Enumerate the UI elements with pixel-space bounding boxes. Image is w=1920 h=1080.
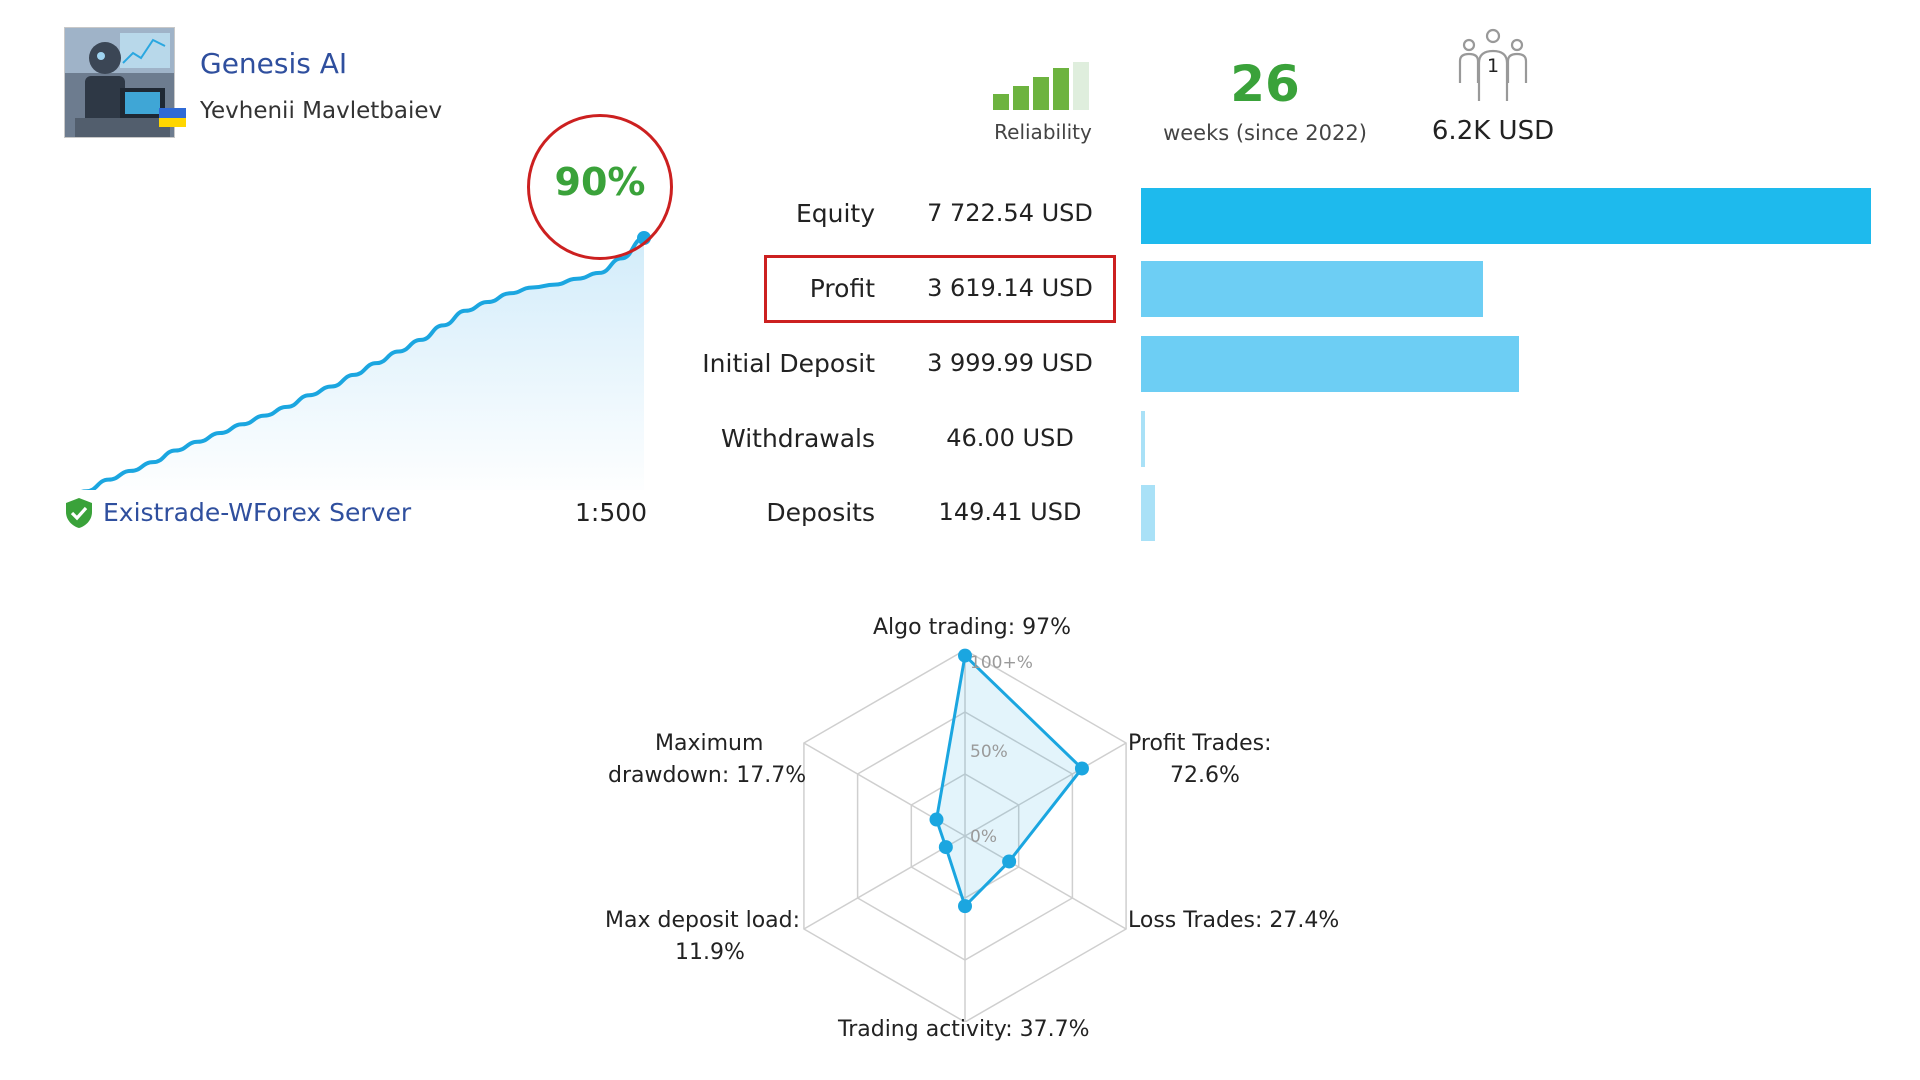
- radar-label-max-deposit-load: Max deposit load:: [605, 908, 801, 933]
- subscribers-count: 1: [1487, 55, 1499, 77]
- radar-axis-3: [964, 835, 1127, 930]
- ukraine-flag-icon: [159, 108, 186, 127]
- radar-axis-5: [803, 835, 966, 930]
- reliability-bar-4: [1053, 68, 1069, 110]
- radar-label-max-drawdown-value: drawdown: 17.7%: [608, 763, 807, 788]
- radar-area: [934, 652, 1084, 909]
- verified-shield-icon: [66, 498, 92, 528]
- radar-tick-100: 100+%: [970, 653, 1033, 673]
- radar-point-algo-trading: [958, 648, 972, 663]
- reliability-bar-1: [993, 94, 1009, 110]
- initial-deposit-bar: [1141, 336, 1520, 392]
- initial-deposit-value: 3 999.99 USD: [927, 349, 1093, 377]
- profit-value: 3 619.14 USD: [927, 274, 1093, 302]
- radar-grid: [803, 649, 1127, 1022]
- signal-name-link[interactable]: Genesis AI: [200, 47, 348, 80]
- deposits-label: Deposits: [766, 498, 875, 527]
- initial-deposit-label: Initial Deposit: [702, 349, 875, 378]
- server-name-link[interactable]: Existrade-WForex Server: [103, 498, 412, 527]
- weeks-count: 26: [1230, 55, 1300, 113]
- weeks-label: weeks (since 2022): [1163, 121, 1367, 145]
- equity-value: 7 722.54 USD: [927, 199, 1093, 227]
- radar-point-maximum-drawdown: [929, 812, 944, 827]
- signal-avatar[interactable]: [64, 27, 175, 138]
- deposits-bar: [1141, 485, 1156, 541]
- reliability-bars-icon: [993, 62, 1089, 110]
- profit-label: Profit: [809, 274, 875, 303]
- equity-label: Equity: [795, 199, 875, 228]
- deposits-value: 149.41 USD: [938, 498, 1082, 526]
- withdrawals-value: 46.00 USD: [946, 424, 1074, 452]
- radar-label-profit-trades: Profit Trades:: [1128, 731, 1272, 756]
- radar-label-algo: Algo trading: 97%: [873, 615, 1072, 640]
- radar-label-max-deposit-load-value: 11.9%: [675, 940, 745, 965]
- reliability-label: Reliability: [994, 120, 1092, 144]
- radar-point-profit-trades: [1074, 761, 1089, 776]
- radar-point-loss-trades: [1002, 854, 1017, 869]
- radar-point-max-deposit-load: [938, 840, 953, 855]
- radar-label-trading-activity: Trading activity: 37.7%: [838, 1017, 1090, 1042]
- growth-line: [81, 236, 645, 490]
- reliability-bar-3: [1033, 77, 1049, 110]
- equity-bar: [1141, 188, 1871, 244]
- reliability-bar-5: [1073, 62, 1089, 110]
- radar-label-loss-trades: Loss Trades: 27.4%: [1128, 908, 1340, 933]
- radar-label-profit-trades-value: 72.6%: [1170, 763, 1240, 788]
- radar-point-trading-activity: [958, 899, 972, 914]
- growth-highlight-circle: [527, 114, 673, 260]
- profit-highlight-box: [764, 255, 1116, 323]
- leverage-value: 1:500: [575, 498, 648, 527]
- growth-area: [91, 238, 644, 490]
- withdrawals-label: Withdrawals: [721, 424, 875, 453]
- radar-tick-50: 50%: [970, 742, 1008, 762]
- radar-chart: 0% 50% 100+%: [803, 648, 1127, 1022]
- profit-bar: [1141, 261, 1484, 317]
- growth-value: 90%: [554, 160, 646, 204]
- subscribers-icon: 1: [1458, 28, 1528, 101]
- radar-tick-0: 0%: [970, 827, 997, 847]
- radar-label-max-drawdown: Maximum: [655, 731, 764, 756]
- subscription-price: 6.2K USD: [1431, 116, 1555, 146]
- reliability-bar-2: [1013, 86, 1029, 110]
- radar-axis-2: [964, 742, 1127, 837]
- withdrawals-bar: [1141, 411, 1146, 467]
- author-name-link[interactable]: Yevhenii Mavletbaiev: [200, 98, 443, 124]
